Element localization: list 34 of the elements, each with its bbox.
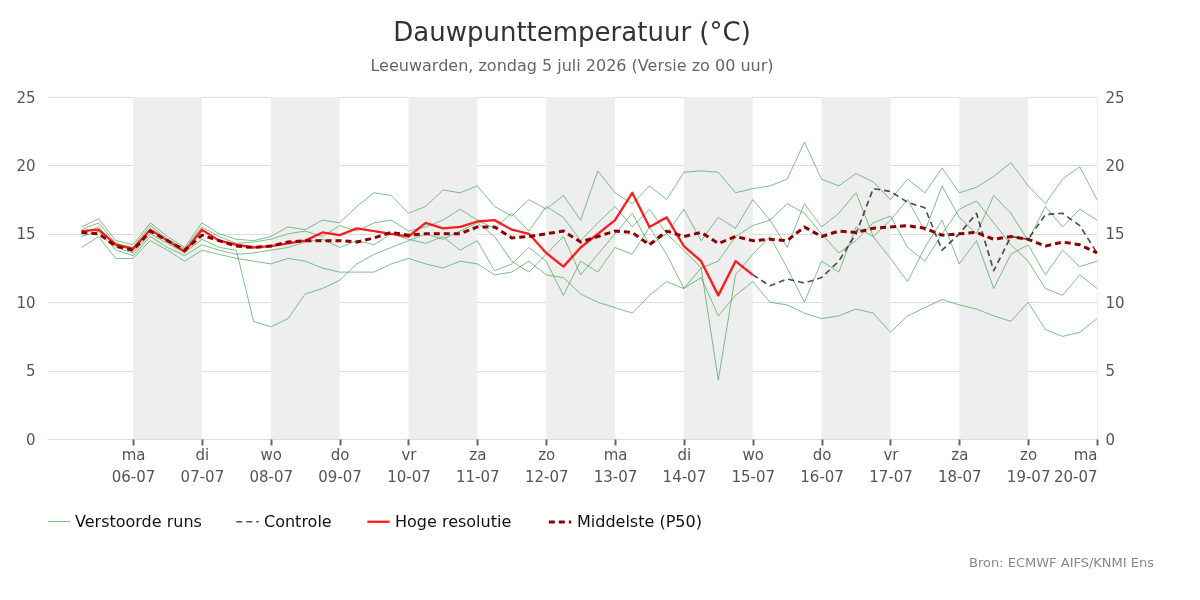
legend-label: Hoge resolutie — [395, 511, 512, 531]
x-tick-label: za 11-07 — [456, 445, 500, 486]
y-tick-label: 0 — [25, 430, 36, 449]
x-tick-label: vr 10-07 — [387, 445, 431, 486]
x-tick-label: ma 06-07 — [111, 445, 156, 486]
x-tick-label: wo 08-07 — [249, 445, 294, 486]
y-tick-label: 10 — [16, 293, 36, 312]
y-tick-label: 25 — [16, 88, 36, 107]
y-tick-label: 5 — [25, 362, 36, 381]
y2-tick-label: 15 — [1105, 225, 1125, 244]
x-tick-label: zo 19-07 — [1006, 445, 1051, 486]
chart-subtitle: Leeuwarden, zondag 5 juli 2026 (Versie zo 00 uur) — [370, 56, 774, 75]
x-tick-label: do 09-07 — [318, 445, 362, 486]
legend-label: Middelste (P50) — [577, 512, 702, 531]
legend-label: Controle — [264, 511, 332, 531]
y-tick-label: 15 — [16, 225, 36, 244]
x-tick-label: di 14-07 — [662, 445, 707, 486]
x-tick-label: ma 13-07 — [593, 445, 638, 486]
legend-label: Verstoorde runs — [75, 511, 202, 531]
x-tick-label: vr 17-07 — [869, 445, 913, 486]
y-tick-label: 20 — [16, 156, 36, 175]
x-tick-label: ma 20-07 — [1053, 445, 1098, 486]
x-tick-label: di 07-07 — [180, 445, 225, 486]
chart-title: Dauwpunttemperatuur (°C) — [393, 17, 751, 47]
x-tick-label: wo 15-07 — [731, 445, 776, 486]
y2-tick-label: 25 — [1105, 88, 1125, 107]
y2-tick-label: 0 — [1105, 430, 1116, 449]
y2-tick-label: 10 — [1105, 293, 1125, 312]
y2-tick-label: 5 — [1105, 362, 1116, 381]
x-tick-label: do 16-07 — [800, 445, 844, 486]
y2-tick-label: 20 — [1105, 156, 1125, 175]
x-tick-label: za 18-07 — [938, 445, 982, 486]
text: Bron: ECMWF AIFS/KNMI Ens — [969, 555, 1155, 570]
x-tick-label: zo 12-07 — [524, 445, 569, 486]
